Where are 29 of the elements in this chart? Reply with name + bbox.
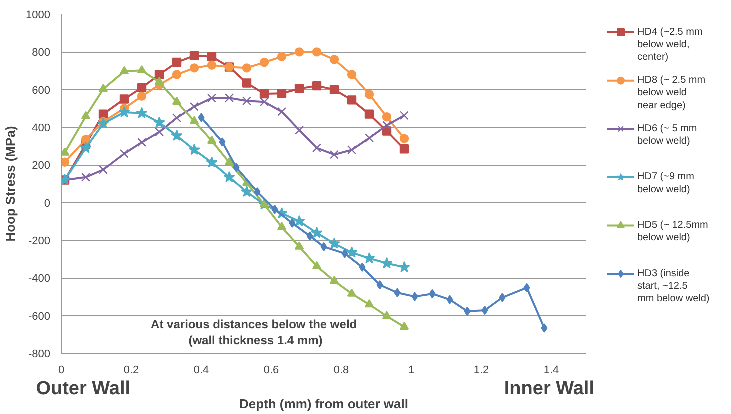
y-axis-title: Hoop Stress (MPa) (3, 126, 18, 242)
x-tick-label: 0 (58, 364, 65, 376)
text: Inner Wall (504, 378, 595, 400)
x-tick-label: 0.6 (264, 364, 280, 376)
x-tick-label: 1 (408, 364, 415, 376)
legend-label: HD6 (~ 5 mm below weld) (638, 123, 698, 148)
y-tick-label: -200 (28, 236, 51, 248)
x-tick-label: 0.4 (194, 364, 210, 376)
x-tick-label: 1.4 (544, 364, 560, 376)
y-tick-label: 200 (32, 160, 51, 172)
legend-label: HD5 (~ 12.5mm below weld) (638, 220, 708, 244)
legend-label: HD7 (~9 mm below weld) (638, 172, 694, 196)
text: Outer Wall (36, 378, 131, 400)
legend-label: HD3 (inside start, ~12.5 mm below weld) (638, 268, 710, 305)
y-tick-label: -600 (28, 310, 51, 323)
y-tick-label: 600 (32, 84, 51, 97)
x-tick-label: 0.8 (334, 364, 350, 376)
x-tick-label: 1.2 (474, 364, 490, 376)
y-tick-label: 0 (44, 198, 51, 210)
y-tick-label: 800 (32, 47, 51, 60)
y-tick-label: 1000 (26, 10, 51, 22)
legend-label: HD4 (~2.5 mm below weld, center) (638, 26, 703, 64)
legend-label: HD8 (~ 2.5 mm below weld near edge) (638, 75, 706, 112)
x-axis-title: Depth (mm) from outer wall (239, 396, 409, 412)
x-tick-label: 0.2 (124, 364, 140, 376)
y-tick-label: 400 (32, 122, 51, 134)
annotation: At various distances below the weld (wall thickness 1.4 mm) (151, 317, 358, 348)
y-tick-label: -800 (28, 348, 51, 360)
y-tick-label: -400 (28, 273, 51, 286)
